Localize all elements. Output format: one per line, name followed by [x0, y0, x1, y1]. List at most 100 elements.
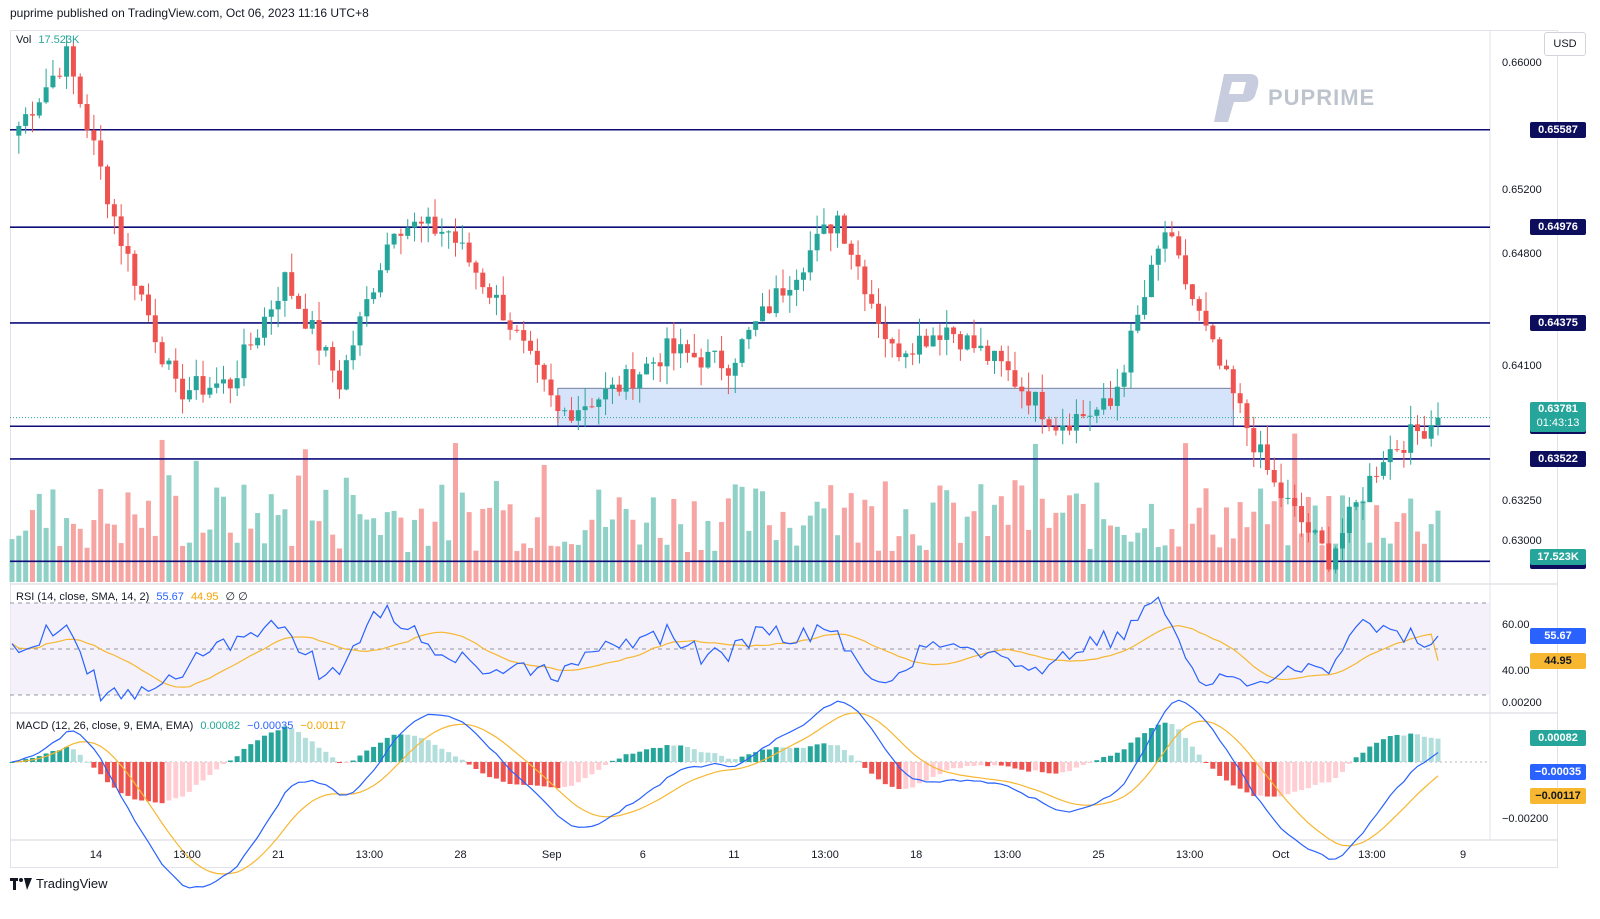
volume-bar	[658, 538, 663, 582]
volume-bar	[862, 500, 867, 582]
candle-body	[201, 376, 206, 395]
volume-bar	[398, 518, 403, 582]
candle-body	[712, 351, 717, 352]
volume-bar	[1354, 505, 1359, 582]
macd-signal-line	[12, 713, 1438, 874]
macd-hist-bar	[78, 755, 83, 762]
volume-bar	[1176, 547, 1181, 582]
volume-bar	[787, 528, 792, 582]
volume-bar	[931, 503, 936, 582]
volume-bar	[487, 508, 492, 582]
candle-body	[910, 353, 915, 354]
volume-bar	[132, 514, 137, 582]
candle-body	[78, 77, 83, 104]
time-axis-label: Sep	[542, 849, 562, 861]
volume-bar	[712, 551, 717, 582]
candle-body	[671, 338, 676, 353]
candle-body	[767, 306, 772, 313]
last-price-value: 0.63781	[1530, 402, 1586, 416]
macd-hist-bar	[433, 745, 438, 762]
volume-bar	[876, 551, 881, 582]
volume-legend-value: 17.523K	[38, 34, 79, 46]
volume-bar	[958, 543, 963, 582]
volume-bar	[473, 551, 478, 582]
volume-bar	[378, 535, 383, 582]
volume-bar	[357, 514, 362, 582]
time-axis-label: 13:00	[994, 849, 1022, 861]
volume-bar	[890, 551, 895, 582]
candle-body	[890, 339, 895, 343]
candle-body	[487, 287, 492, 298]
candle-body	[740, 339, 745, 363]
macd-hist-bar	[487, 762, 492, 777]
macd-hist-bar	[1053, 762, 1058, 774]
candle-body	[774, 288, 779, 313]
macd-hist-bar	[712, 753, 717, 762]
volume-bar	[146, 501, 151, 582]
macd-hist-bar	[617, 759, 622, 762]
macd-hist-bar	[733, 759, 738, 762]
candle-body	[1135, 315, 1140, 331]
candle-body	[562, 410, 567, 411]
volume-bar	[617, 497, 622, 582]
macd-hist-bar	[1306, 762, 1311, 788]
volume-bar	[815, 502, 820, 582]
volume-bar	[1422, 544, 1427, 582]
macd-hist-bar	[514, 762, 519, 784]
macd-hist-bar	[1122, 749, 1127, 762]
macd-legend-signal: −0.00117	[300, 720, 345, 732]
macd-hist-bar	[173, 762, 178, 798]
macd-hist-bar	[883, 762, 888, 784]
volume-bar	[1169, 529, 1174, 582]
macd-hist-bar	[1408, 734, 1413, 762]
macd-hist-bar	[119, 762, 124, 793]
macd-hist-bar	[1374, 743, 1379, 762]
macd-hist-bar	[460, 760, 465, 762]
volume-bar	[589, 520, 594, 582]
volume-bar	[64, 518, 69, 582]
volume-bar	[514, 551, 519, 582]
volume-bar	[494, 481, 499, 582]
volume-bar	[276, 515, 281, 582]
candle-body	[1088, 416, 1093, 417]
volume-bar	[896, 536, 901, 582]
macd-hist-bar	[965, 762, 970, 766]
volume-bar	[1047, 528, 1052, 582]
candle-body	[112, 204, 117, 216]
candle-body	[1033, 392, 1038, 406]
candle-body	[1333, 548, 1338, 569]
support-zone	[558, 388, 1233, 426]
time-axis-label: 18	[910, 849, 922, 861]
candle-body	[931, 335, 936, 346]
candle-body	[1149, 265, 1154, 297]
macd-hist-bar	[1415, 734, 1420, 762]
volume-bar	[678, 524, 683, 582]
macd-hist-bar	[890, 762, 895, 787]
macd-hist-bar	[1340, 762, 1345, 772]
macd-hist-bar	[296, 732, 301, 762]
volume-bar	[255, 513, 260, 582]
macd-hist-bar	[999, 762, 1004, 766]
volume-bar	[1217, 547, 1222, 582]
candle-body	[1231, 369, 1236, 393]
candle-body	[630, 369, 635, 388]
candle-body	[699, 357, 704, 367]
macd-hist-bar	[1367, 747, 1372, 762]
macd-hist-bar	[44, 753, 49, 762]
candle-body	[644, 364, 649, 375]
candle-body	[98, 140, 103, 166]
level-price-badge: 0.63522	[1530, 451, 1586, 467]
candle-body	[1053, 427, 1058, 431]
candle-body	[514, 330, 519, 331]
macd-hist-bar	[801, 748, 806, 762]
rsi-legend-ma: 44.95	[191, 591, 219, 603]
volume-bar	[180, 546, 185, 582]
time-axis-label: 13:00	[811, 849, 839, 861]
volume-bar	[760, 491, 765, 582]
volume-bar	[1285, 545, 1290, 582]
macd-hist-bar	[125, 762, 130, 796]
volume-bar	[480, 509, 485, 582]
candle-body	[808, 250, 813, 272]
volume-bar	[433, 522, 438, 582]
